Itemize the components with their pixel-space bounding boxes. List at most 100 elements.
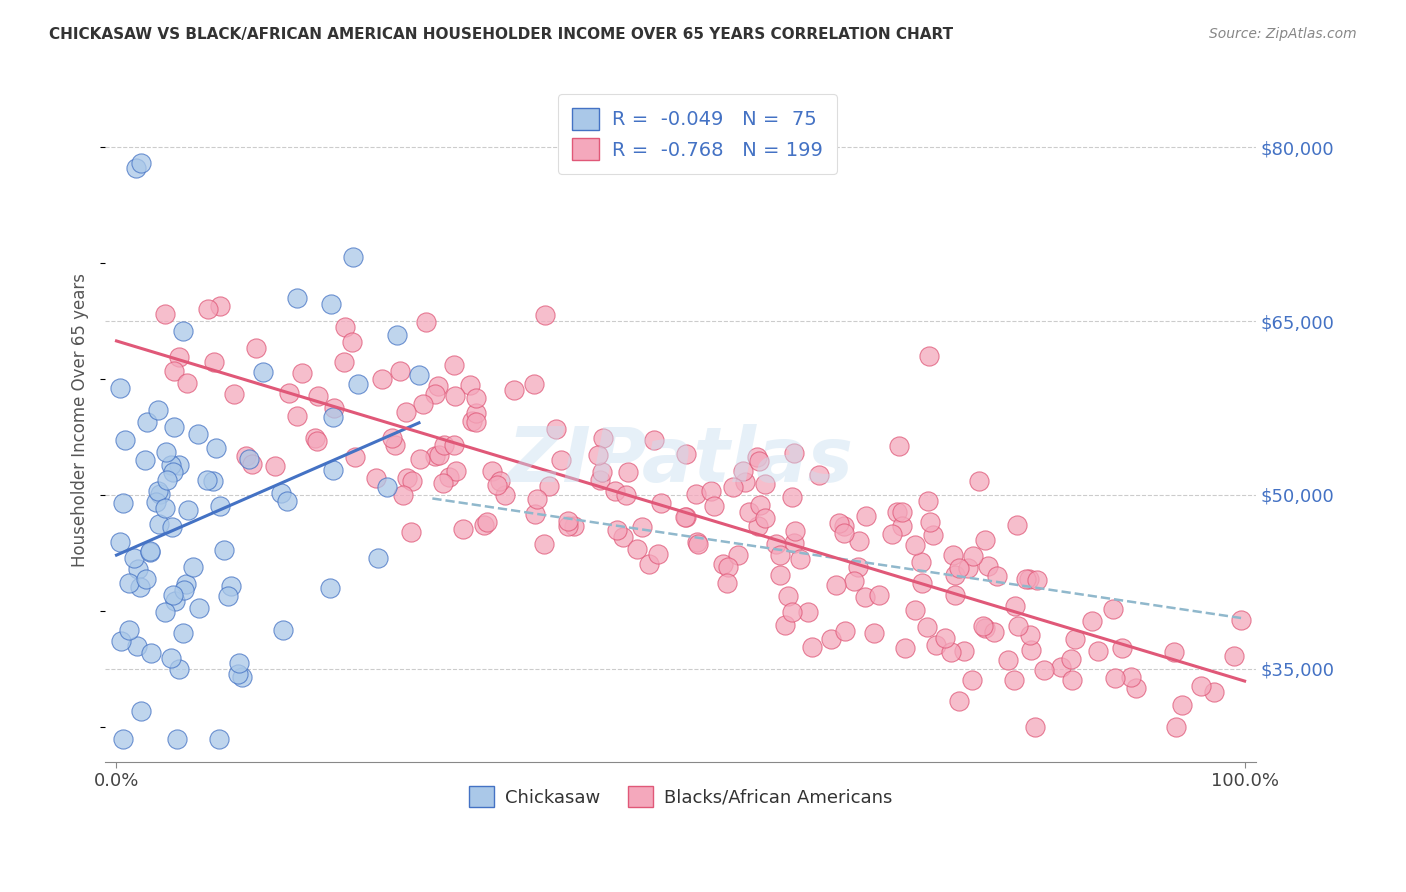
Point [118,576,141,591]
Point [238,452,260,467]
Point [748,454,770,468]
Point [731,464,754,478]
Point [626,541,648,556]
Point [783,524,806,539]
Point [322,463,344,477]
Point [783,445,806,459]
Point [1063,632,1085,646]
Point [948,693,970,707]
Point [148,483,170,498]
Point [153,307,176,321]
Point [780,491,803,505]
Point [367,551,389,566]
Point [127,639,149,653]
Point [322,409,344,424]
Point [957,561,980,575]
Point [423,449,446,463]
Point [304,431,326,445]
Point [127,562,149,576]
Point [538,479,561,493]
Point [307,434,329,448]
Point [606,524,628,538]
Point [136,415,159,429]
Point [202,354,225,368]
Point [546,422,568,436]
Point [960,673,983,687]
Point [1002,673,1025,688]
Point [953,644,976,658]
Point [401,524,423,539]
Point [1019,628,1042,642]
Point [612,530,634,544]
Point [217,589,239,603]
Point [942,548,965,562]
Point [688,536,710,550]
Point [1062,673,1084,688]
Point [748,498,770,512]
Point [124,161,146,175]
Point [904,538,927,552]
Point [205,442,228,456]
Point [340,335,363,350]
Point [412,397,434,411]
Point [252,365,274,379]
Point [592,431,614,445]
Point [387,327,409,342]
Point [224,386,246,401]
Point [589,473,612,487]
Text: Source: ZipAtlas.com: Source: ZipAtlas.com [1209,27,1357,41]
Point [911,576,934,591]
Point [886,505,908,519]
Point [388,364,411,378]
Point [605,483,627,498]
Point [842,574,865,588]
Point [1087,643,1109,657]
Point [319,582,342,596]
Point [939,645,962,659]
Point [108,535,131,549]
Point [375,479,398,493]
Point [1111,641,1133,656]
Point [401,474,423,488]
Point [472,518,495,533]
Point [967,474,990,488]
Point [1007,619,1029,633]
Point [135,572,157,586]
Point [643,434,665,448]
Point [146,403,169,417]
Point [943,568,966,582]
Point [1033,664,1056,678]
Point [747,450,769,465]
Point [1171,698,1194,713]
Point [924,639,946,653]
Point [174,577,197,591]
Point [526,491,548,506]
Point [208,731,231,746]
Point [264,458,287,473]
Point [917,494,939,508]
Point [1026,574,1049,588]
Point [586,448,609,462]
Point [1164,720,1187,734]
Point [832,526,855,541]
Point [245,341,267,355]
Point [446,464,468,478]
Point [825,578,848,592]
Point [533,537,555,551]
Point [395,471,418,485]
Point [149,486,172,500]
Point [868,588,890,602]
Point [920,515,942,529]
Point [172,324,194,338]
Point [910,555,932,569]
Point [974,621,997,635]
Point [1004,599,1026,614]
Point [162,465,184,479]
Point [384,438,406,452]
Point [169,350,191,364]
Point [219,578,242,592]
Point [846,560,869,574]
Point [160,650,183,665]
Point [778,589,800,603]
Point [139,646,162,660]
